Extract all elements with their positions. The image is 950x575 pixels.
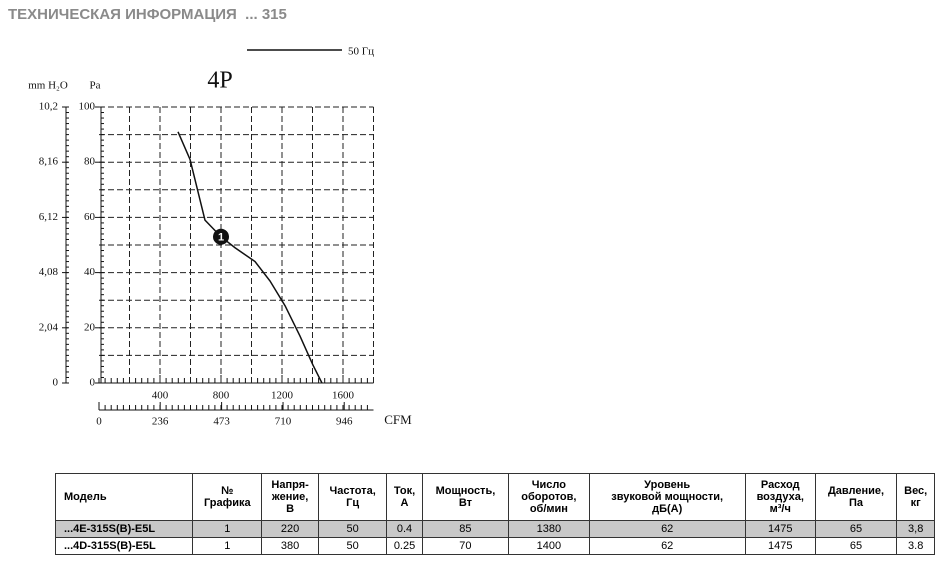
y-tick-label: 40 — [84, 266, 96, 278]
x-tick-label: 800 — [213, 390, 230, 402]
table-row: ...4D-315S(B)-E5L 1 380 50 0.25 70 1400 62 1475 6… — [54, 537, 935, 555]
table-cell: 1 — [192, 520, 263, 538]
y2-tick-label: 8,16 — [39, 156, 59, 168]
table-cell: 65 — [814, 537, 898, 555]
table-cell: 1475 — [744, 520, 816, 538]
legend-label: 50 Гц — [348, 46, 374, 58]
y2-tick-label: 6,12 — [39, 211, 58, 223]
table-row: ...4E-315S(B)-E5L 1 220 50 0.4 85 1380 62 1475 65… — [54, 520, 935, 538]
marker-label: 1 — [218, 232, 224, 244]
table-cell: ...4E-315S(B)-E5L — [54, 520, 194, 538]
header-cell: Расход воздуха, м³/ч — [744, 473, 816, 521]
y-tick-label: 100 — [79, 101, 96, 113]
x2-tick-label: 0 — [96, 416, 102, 428]
table-cell: 1475 — [744, 537, 816, 555]
header-cell: Давление, Па — [814, 473, 898, 521]
table-cell: 0.4 — [386, 520, 423, 538]
table-cell: 0.25 — [386, 537, 423, 555]
y2-tick-label: 0 — [53, 377, 59, 389]
header-cell: Мощность, Вт — [421, 473, 510, 521]
spec-table: Модель № Графика Напря- жение, В Частота, Г… — [54, 473, 935, 555]
y-tick-label: 20 — [84, 321, 96, 333]
x2-tick-label: 946 — [336, 416, 353, 428]
table-cell: 85 — [421, 520, 510, 538]
y2-tick-label: 4,08 — [39, 266, 59, 278]
header-cell: Вес, кг — [896, 473, 935, 521]
header-cell: Число оборотов, об/мин — [508, 473, 590, 521]
y2-axis-label: mm H₂O — [28, 80, 68, 92]
chart-title: 4P — [207, 68, 232, 94]
table-cell: 1380 — [508, 520, 590, 538]
x2-tick-label: 473 — [213, 416, 230, 428]
table-cell: 1400 — [508, 537, 590, 555]
table-cell: 65 — [814, 520, 898, 538]
table-cell: 70 — [421, 537, 510, 555]
y-tick-label: 80 — [84, 156, 96, 168]
x2-axis-label: CFM — [384, 412, 412, 427]
header-cell: Напря- жение, В — [261, 473, 319, 521]
y2-tick-label: 10,2 — [39, 101, 58, 113]
table-cell: 50 — [317, 520, 388, 538]
page-title: ТЕХНИЧЕСКАЯ ИНФОРМАЦИЯ ... 315 — [8, 6, 287, 23]
x-tick-label: 400 — [152, 390, 169, 402]
table-cell: 62 — [588, 537, 746, 555]
x2-tick-label: 236 — [152, 416, 169, 428]
y-axis-label: Pa — [90, 80, 101, 92]
table-cell: 3.8 — [896, 537, 935, 555]
header-cell: № Графика — [192, 473, 263, 521]
y-tick-label: 60 — [84, 211, 96, 223]
chart: 4P 50 Гц mm H₂O Pa CFM 0 20 40 60 80 100 0 2,04… — [28, 46, 412, 428]
table-cell: ...4D-315S(B)-E5L — [54, 537, 194, 555]
x-tick-label: 1200 — [271, 390, 294, 402]
table-cell: 3,8 — [896, 520, 935, 538]
header-cell: Частота, Гц — [317, 473, 388, 521]
curve-marker — [213, 228, 229, 245]
x-tick-label: 1600 — [332, 390, 355, 402]
table-cell: 62 — [588, 520, 746, 538]
y-tick-label: 0 — [90, 377, 96, 389]
table-cell: 50 — [317, 537, 388, 555]
header-cell: Ток, А — [386, 473, 423, 521]
table-cell: 220 — [261, 520, 319, 538]
curve — [177, 131, 323, 384]
table-cell: 1 — [192, 537, 263, 555]
header-cell: Уровень звуковой мощности, дБ(А) — [588, 473, 746, 521]
header-cell: Модель — [54, 473, 194, 521]
x2-tick-label: 710 — [275, 416, 292, 428]
y2-tick-label: 2,04 — [39, 321, 59, 333]
table-cell: 380 — [261, 537, 319, 555]
